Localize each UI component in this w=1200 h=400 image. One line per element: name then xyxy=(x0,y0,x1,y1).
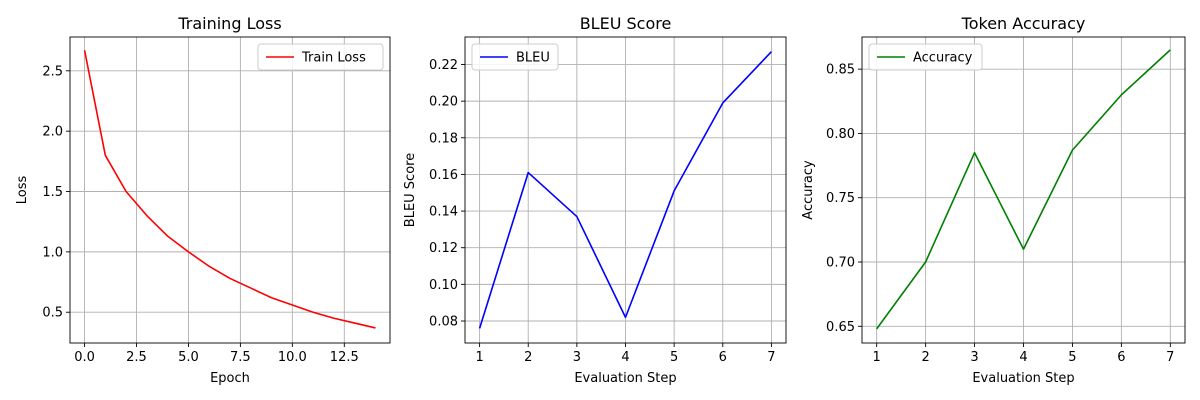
x-axis-label: Evaluation Step xyxy=(972,371,1074,386)
x-tick-label: 7 xyxy=(767,350,775,365)
y-tick-label: 0.08 xyxy=(429,315,458,330)
legend-box xyxy=(257,43,384,71)
plot-frame xyxy=(69,36,391,344)
y-tick-label: 0.20 xyxy=(429,95,458,110)
x-tick-label: 3 xyxy=(573,350,581,365)
legend-label: Accuracy xyxy=(913,51,973,66)
y-tick-label: 0.85 xyxy=(826,63,855,78)
x-tick-label: 3 xyxy=(970,350,978,365)
chart-title: BLEU Score xyxy=(580,14,672,33)
x-tick-label: 4 xyxy=(621,350,629,365)
legend-box xyxy=(471,43,559,71)
x-tick-label: 6 xyxy=(1117,350,1125,365)
y-tick-label: 0.16 xyxy=(429,168,458,183)
y-tick-label: 2.0 xyxy=(42,125,63,140)
x-tick-label: 0.0 xyxy=(74,350,95,365)
y-tick-label: 2.5 xyxy=(42,64,63,79)
y-tick-label: 0.12 xyxy=(429,241,458,256)
y-tick-label: 0.5 xyxy=(42,306,63,321)
legend: Train Loss xyxy=(257,43,384,71)
x-tick-label: 12.5 xyxy=(330,350,359,365)
y-tick-label: 0.14 xyxy=(429,205,458,220)
x-axis-label: Evaluation Step xyxy=(574,371,676,386)
x-tick-label: 6 xyxy=(719,350,727,365)
x-tick-label: 7 xyxy=(1166,350,1174,365)
x-axis-label: Epoch xyxy=(210,371,250,386)
x-tick-label: 5 xyxy=(1068,350,1076,365)
y-tick-label: 0.22 xyxy=(429,58,458,73)
y-tick-label: 0.18 xyxy=(429,131,458,146)
y-tick-label: 1.0 xyxy=(42,245,63,260)
x-tick-label: 10.0 xyxy=(278,350,307,365)
legend-box xyxy=(868,43,983,71)
y-axis-label: Loss xyxy=(15,176,30,205)
chart-title: Training Loss xyxy=(177,14,281,33)
y-tick-label: 0.80 xyxy=(826,127,855,142)
y-axis-label: Accuracy xyxy=(801,160,816,220)
legend-label: Train Loss xyxy=(301,51,366,66)
legend: BLEU xyxy=(471,43,559,71)
chart-title: Token Accuracy xyxy=(961,14,1086,33)
y-tick-label: 0.70 xyxy=(826,256,855,271)
legend: Accuracy xyxy=(868,43,983,71)
y-tick-label: 0.75 xyxy=(826,191,855,206)
chart-panel-3: 1 2 3 4 5 6 7 0.65 0.70 0.75 0.80 0.85 Token Accurac… xyxy=(801,14,1186,386)
x-tick-label: 1 xyxy=(873,350,881,365)
x-tick-label: 5 xyxy=(670,350,678,365)
chart-panel-2: 1 2 3 4 5 6 7 0.08 0.10 0.12 0.14 0.16 0.18 0.20 0.22 B… xyxy=(403,14,787,386)
legend-label: BLEU xyxy=(516,51,550,66)
x-tick-label: 5.0 xyxy=(178,350,199,365)
y-axis-label: BLEU Score xyxy=(403,153,418,227)
y-tick-label: 0.10 xyxy=(429,278,458,293)
x-tick-label: 4 xyxy=(1019,350,1027,365)
x-tick-label: 2 xyxy=(524,350,532,365)
y-tick-label: 1.5 xyxy=(42,185,63,200)
x-tick-label: 7.5 xyxy=(230,350,251,365)
x-tick-label: 2.5 xyxy=(126,350,147,365)
y-tick-label: 0.65 xyxy=(826,320,855,335)
x-tick-label: 1 xyxy=(475,350,483,365)
chart-panel-1: 0.0 2.5 5.0 7.5 10.0 12.5 0.5 1.0 1.5 2.0 2.5 Train… xyxy=(15,14,391,386)
x-tick-label: 2 xyxy=(921,350,929,365)
series-line-1 xyxy=(83,50,376,329)
